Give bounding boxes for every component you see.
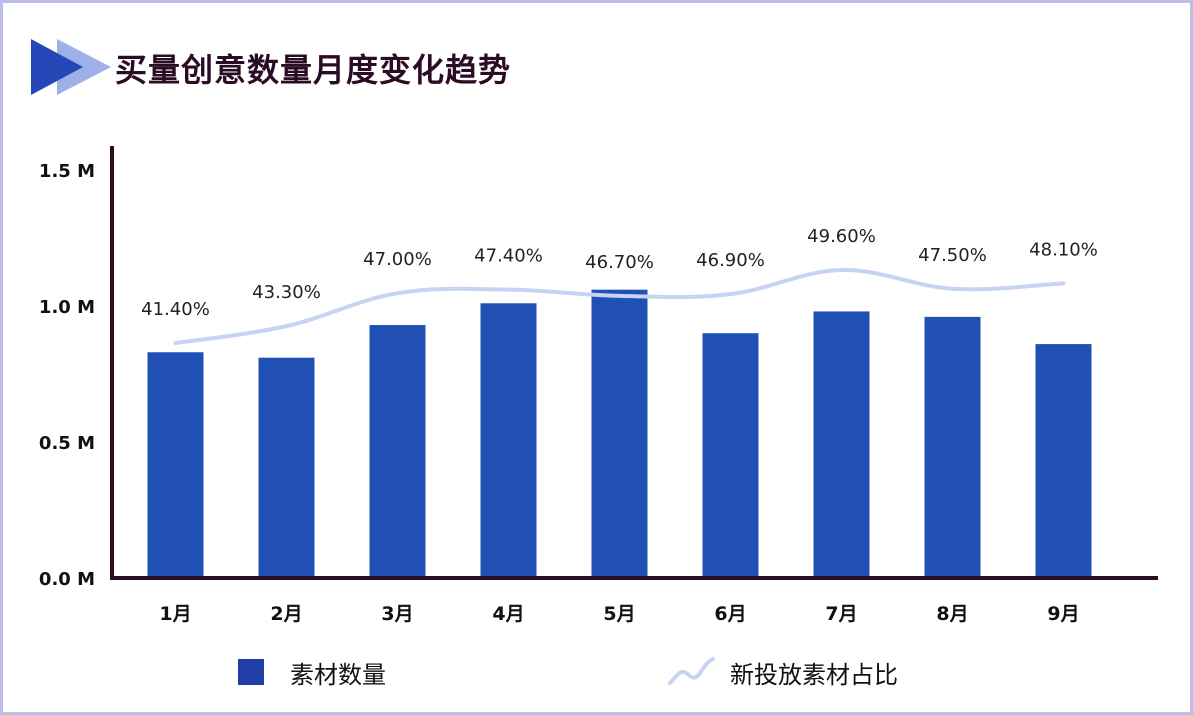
double-chevron-right-icon xyxy=(31,39,111,95)
bar-7[interactable] xyxy=(813,311,870,576)
bar-5[interactable] xyxy=(591,289,648,576)
bar-1[interactable] xyxy=(147,352,204,576)
x-tick-label: 8月 xyxy=(936,603,968,625)
x-tick-label: 5月 xyxy=(603,603,635,625)
ratio-data-label: 41.40% xyxy=(141,299,210,320)
bar-8[interactable] xyxy=(924,316,981,576)
line-series-icon xyxy=(668,657,715,685)
legend-bar-label: 素材数量 xyxy=(290,661,386,689)
legend-bar-swatch xyxy=(238,659,264,685)
ratio-data-label: 49.60% xyxy=(807,226,876,247)
chevron-back-shape xyxy=(57,39,111,95)
ratio-data-label: 43.30% xyxy=(252,282,321,303)
chevron-front-shape xyxy=(31,39,83,95)
x-tick-label: 2月 xyxy=(270,603,302,625)
y-tick-label: 0.0 M xyxy=(39,569,95,590)
chart-plot: 0.0 M 0.5 M 1.0 M 1.5 M 1月 2月 3月 4月 5月 6月 7月 8月 9月 41… xyxy=(39,146,1158,625)
ratio-line[interactable] xyxy=(173,268,1066,346)
ratio-data-label: 46.90% xyxy=(696,250,765,271)
ratio-data-label: 47.00% xyxy=(363,249,432,270)
ratio-data-label: 47.50% xyxy=(918,245,987,266)
legend-line-label: 新投放素材占比 xyxy=(730,661,898,689)
bar-2[interactable] xyxy=(258,357,315,576)
y-tick-label: 0.5 M xyxy=(39,433,95,454)
y-tick-label: 1.5 M xyxy=(39,161,95,182)
x-tick-label: 9月 xyxy=(1047,603,1079,625)
ratio-data-label: 48.10% xyxy=(1029,239,1098,260)
bar-4[interactable] xyxy=(480,303,537,576)
y-tick-label: 1.0 M xyxy=(39,297,95,318)
x-tick-label: 1月 xyxy=(159,603,191,625)
bar-9[interactable] xyxy=(1035,344,1092,576)
ratio-data-label: 46.70% xyxy=(585,252,654,273)
ratio-data-label: 47.40% xyxy=(474,246,543,267)
chart-title: 买量创意数量月度变化趋势 xyxy=(115,51,512,89)
x-tick-label: 4月 xyxy=(492,603,524,625)
x-tick-label: 6月 xyxy=(714,603,746,625)
bar-6[interactable] xyxy=(702,333,759,576)
bar-3[interactable] xyxy=(369,325,426,576)
x-tick-label: 7月 xyxy=(825,603,857,625)
x-tick-label: 3月 xyxy=(381,603,413,625)
